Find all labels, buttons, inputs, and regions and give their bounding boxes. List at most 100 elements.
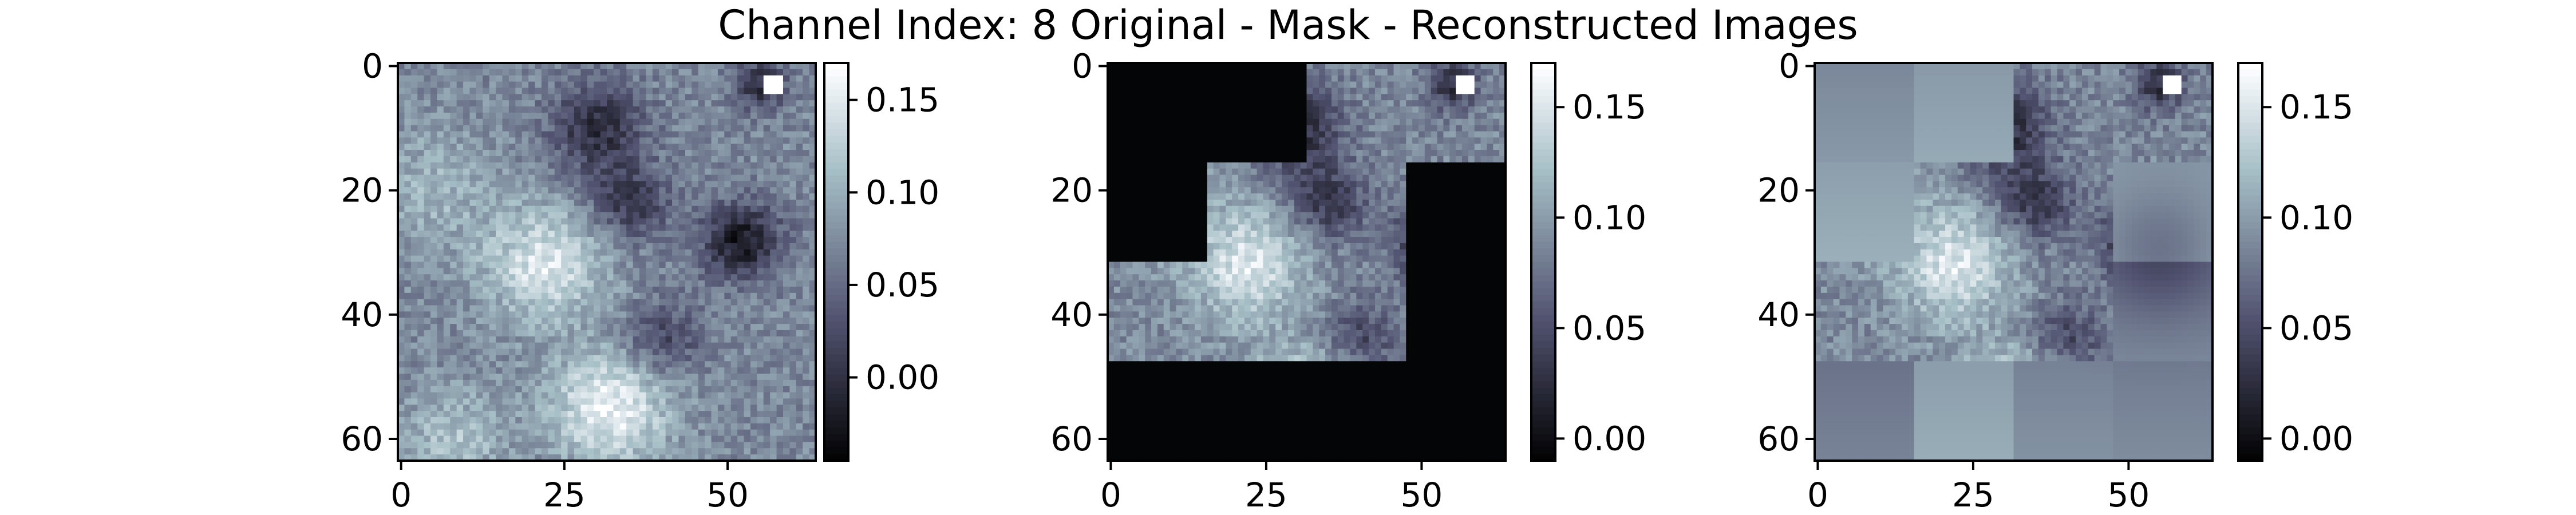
heatmap-cell (600, 311, 607, 318)
heatmap-cell (567, 361, 575, 368)
heatmap-cell (1139, 100, 1145, 107)
heatmap-cell (685, 249, 692, 256)
heatmap-cell (410, 417, 418, 424)
heatmap-cell (783, 268, 790, 275)
heatmap-cell (1263, 100, 1270, 107)
heatmap-cell (672, 435, 679, 443)
heatmap-cell (692, 237, 699, 244)
heatmap-cell (535, 274, 542, 281)
heatmap-cell (508, 379, 516, 387)
heatmap-cell (496, 435, 503, 443)
heatmap-cell (554, 286, 562, 294)
heatmap-cell (698, 355, 705, 362)
heatmap-cell (535, 379, 542, 387)
heatmap-cell (502, 237, 509, 244)
heatmap-cell (737, 361, 745, 368)
heatmap-cell (521, 311, 529, 318)
heatmap-cell (763, 448, 771, 455)
heatmap-cell (724, 63, 732, 70)
heatmap-cell (665, 324, 673, 331)
heatmap-cell (417, 199, 425, 207)
heatmap-cell (809, 373, 816, 381)
heatmap-cell (730, 386, 738, 393)
heatmap-cell (1350, 100, 1357, 107)
heatmap-cell (750, 181, 757, 188)
heatmap-cell (626, 336, 634, 343)
heatmap-cell (463, 243, 471, 250)
heatmap-cell (398, 392, 405, 399)
heatmap-cell (750, 237, 757, 244)
heatmap-cell (404, 324, 412, 331)
heatmap-cell (463, 112, 471, 120)
heatmap-cell (809, 305, 816, 312)
heatmap-cell (744, 224, 751, 231)
heatmap-cell (1331, 100, 1338, 107)
heatmap-cell (1232, 131, 1239, 138)
heatmap-cell (789, 435, 797, 443)
heatmap-cell (1126, 75, 1133, 82)
heatmap-cell (430, 118, 438, 126)
heatmap-cell (1213, 100, 1220, 107)
heatmap-cell (424, 348, 431, 355)
heatmap-cell (678, 386, 686, 393)
heatmap-cell (1468, 88, 1475, 94)
heatmap-cell (1182, 100, 1189, 107)
heatmap-cell (1493, 94, 1500, 101)
heatmap-cell (652, 193, 659, 200)
heatmap-cell (678, 88, 686, 94)
heatmap-cell (489, 144, 496, 150)
heatmap-cell (450, 355, 457, 362)
heatmap-cell (489, 423, 496, 430)
heatmap-cell (717, 255, 725, 263)
heatmap-cell (698, 255, 705, 263)
heatmap-cell (639, 411, 647, 418)
x-tick-label: 0 (390, 476, 412, 514)
heatmap-cell (398, 318, 405, 324)
heatmap-cell (580, 255, 588, 263)
heatmap-cell (404, 274, 412, 281)
heatmap-cell (430, 75, 438, 82)
heatmap-cell (443, 118, 451, 126)
heatmap-cell (1313, 94, 1319, 101)
heatmap-cell (515, 231, 523, 237)
heatmap-cell (639, 318, 647, 324)
heatmap-cell (652, 330, 659, 337)
heatmap-cell (1287, 112, 1295, 120)
heatmap-cell (730, 255, 738, 263)
heatmap-cell (567, 411, 575, 418)
heatmap-cell (567, 454, 575, 461)
heatmap-cell (515, 318, 523, 324)
heatmap-cell (450, 262, 457, 268)
heatmap-cell (1250, 118, 1258, 126)
heatmap-cell (809, 429, 816, 437)
heatmap-cell (567, 162, 575, 169)
heatmap-cell (548, 286, 555, 294)
heatmap-cell (803, 212, 810, 219)
heatmap-cell (672, 299, 679, 306)
heatmap-cell (646, 94, 653, 101)
heatmap-cell (633, 63, 640, 70)
heatmap-cell (626, 249, 634, 256)
heatmap-cell (803, 448, 810, 455)
heatmap-cell (600, 255, 607, 263)
heatmap-cell (450, 299, 457, 306)
heatmap-cell (717, 274, 725, 281)
heatmap-cell (594, 373, 601, 381)
heatmap-cell (685, 224, 692, 231)
heatmap-cell (724, 237, 732, 244)
heatmap-cell (776, 249, 784, 256)
heatmap-cell (757, 442, 764, 449)
colorbar-segment (824, 116, 848, 124)
heatmap-cell (417, 336, 425, 343)
heatmap-cell (521, 237, 529, 244)
heatmap-cell (450, 212, 457, 219)
heatmap-cell (724, 454, 732, 461)
heatmap-cell (580, 100, 588, 107)
heatmap-cell (1331, 69, 1338, 76)
heatmap-cell (737, 305, 745, 312)
heatmap-cell (502, 168, 509, 176)
heatmap-cell (659, 193, 666, 200)
heatmap-cell (1412, 131, 1419, 138)
heatmap-cell (613, 181, 621, 188)
heatmap-cell (521, 75, 529, 82)
